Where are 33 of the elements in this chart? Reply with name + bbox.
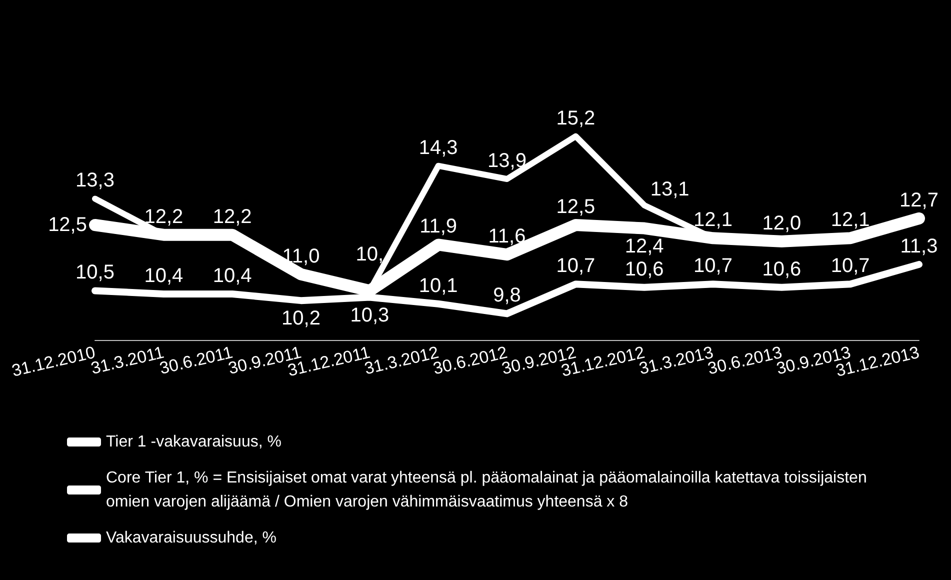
data-label: 11,6 xyxy=(488,226,526,248)
data-label: 11,3 xyxy=(900,235,938,258)
data-label: 10,4 xyxy=(212,265,252,287)
data-label: 11,9 xyxy=(420,216,458,238)
data-label: 13,3 xyxy=(76,170,114,192)
data-label: 10,7 xyxy=(694,255,732,278)
data-label: 10,5 xyxy=(76,262,114,284)
legend-label: Vakavaraisuussuhde, % xyxy=(106,530,276,546)
legend-label: Tier 1 -vakavaraisuus, % xyxy=(106,434,282,450)
data-label: 12,2 xyxy=(212,206,252,228)
data-label: 12,1 xyxy=(830,209,870,232)
legend-label: Core Tier 1, % = Ensisijaiset omat varat yhteensä pl. pääomalainat ja pääomalainoilla katettava toissijaisten omien varojen alijäämä / Omien varojen vähimmäisvaatimus yhteensä x 8 xyxy=(106,470,872,510)
data-label: 12,1 xyxy=(694,209,732,232)
data-label: 10,2 xyxy=(282,308,320,330)
data-label: 12,5 xyxy=(556,196,596,218)
data-label: 12,7 xyxy=(900,189,938,212)
data-label: 12,5 xyxy=(48,214,87,236)
data-label: 10,7 xyxy=(556,255,596,278)
data-label: 15,2 xyxy=(556,107,596,130)
data-label: 10,6 xyxy=(762,258,802,280)
data-label: 10,4 xyxy=(144,265,184,287)
data-label: 14,3 xyxy=(418,136,458,159)
data-label: 12,4 xyxy=(624,235,664,258)
data-label: 13,9 xyxy=(488,150,526,172)
data-label: 12,2 xyxy=(144,206,184,228)
data-label: 10,1 xyxy=(418,274,458,297)
data-label: 10,3 xyxy=(350,304,390,326)
data-label: 10,7 xyxy=(830,255,870,278)
data-label: 10, xyxy=(356,244,384,266)
data-label: 12,0 xyxy=(762,212,802,234)
data-label: 10,6 xyxy=(624,258,664,280)
data-label: 9,8 xyxy=(493,284,521,307)
data-label: 13,1 xyxy=(650,178,690,200)
